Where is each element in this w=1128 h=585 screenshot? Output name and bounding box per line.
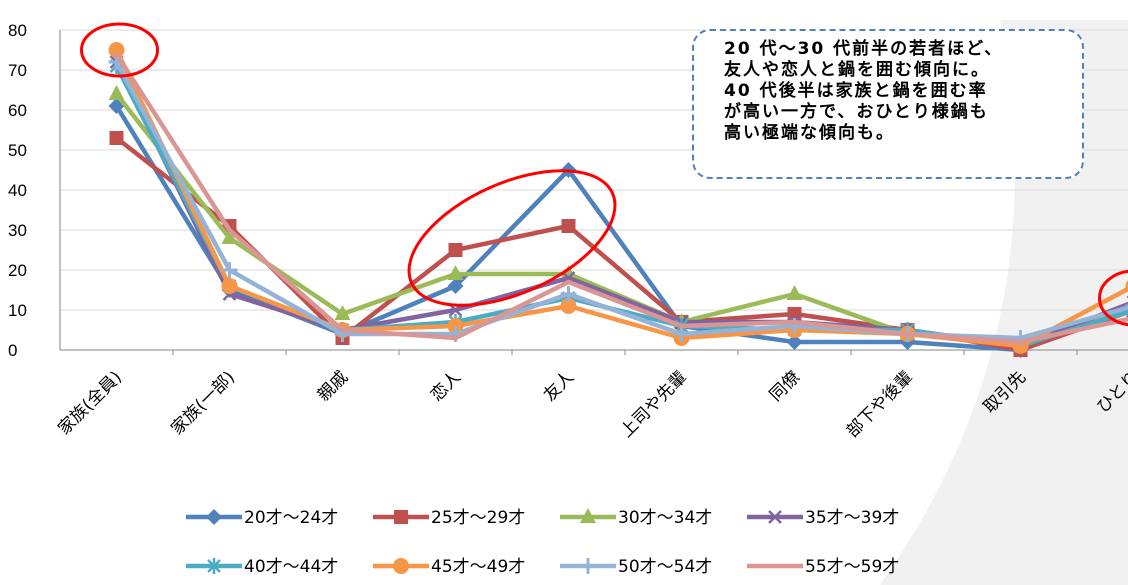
data-point xyxy=(221,278,238,294)
y-tick-label: 10 xyxy=(8,301,27,320)
data-point xyxy=(109,131,124,145)
y-tick-label: 50 xyxy=(8,141,27,160)
legend-label: 35才～39才 xyxy=(805,508,899,528)
data-point xyxy=(560,298,577,314)
x-tick-label: 恋人 xyxy=(426,367,465,406)
gridlines xyxy=(60,29,1128,311)
data-point xyxy=(580,558,596,574)
y-tick-label: 0 xyxy=(8,341,17,360)
data-point xyxy=(207,558,221,574)
series-lines xyxy=(108,42,1128,358)
y-tick-label: 60 xyxy=(8,101,27,120)
legend-item: 40才～44才 xyxy=(186,557,338,577)
data-point xyxy=(221,229,238,244)
legend-label: 55才～59才 xyxy=(805,557,899,577)
data-point xyxy=(447,265,464,280)
legend-item: 20才～24才 xyxy=(186,508,338,528)
legend-item: 55才～59才 xyxy=(747,557,899,577)
data-point xyxy=(560,286,577,302)
data-point xyxy=(786,334,803,350)
data-point xyxy=(1125,280,1128,292)
y-axis: 0 10 20 30 40 50 60 70 80 xyxy=(8,21,61,360)
x-tick-label: 部下や後輩 xyxy=(843,367,917,441)
y-tick-label: 70 xyxy=(8,61,27,80)
annotation-line: 40 代後半は家族と鍋を囲む率 xyxy=(724,81,988,101)
x-tick-label: 同僚 xyxy=(766,367,804,405)
annotation-callout: 20 代～30 代前半の若者ほど、 友人や恋人と鍋を囲む傾向に。 40 代後半は… xyxy=(692,29,1084,179)
data-point xyxy=(447,278,464,294)
data-point xyxy=(394,510,408,524)
legend-item: 30才～34才 xyxy=(560,508,712,528)
x-tick-label: 上司や先輩 xyxy=(617,367,691,441)
legend-item: 50才～54才 xyxy=(560,557,712,577)
highlight-ellipse xyxy=(407,169,617,307)
highlight-ellipse xyxy=(80,22,159,78)
data-point xyxy=(580,508,596,523)
data-point xyxy=(206,509,222,525)
legend-item: 35才～39才 xyxy=(747,508,899,528)
data-point xyxy=(448,243,463,257)
data-point xyxy=(560,265,577,280)
legend-label: 40才～44才 xyxy=(244,557,338,577)
legend: 20才～24才 25才～29才 30才～34才 35才～39才 40才～44才 45才～4… xyxy=(186,508,899,577)
annotation-line: 高い極端な傾向も。 xyxy=(724,123,895,143)
legend-label: 45才～49才 xyxy=(431,557,525,577)
x-tick-label: 親戚 xyxy=(314,367,352,405)
legend-label: 30才～34才 xyxy=(618,508,712,528)
annotation-line: 20 代～30 代前半の若者ほど、 xyxy=(724,39,1004,59)
annotation-line: 友人や恋人と鍋を囲む傾向に。 xyxy=(724,60,990,80)
highlight-ellipse xyxy=(1098,269,1128,327)
data-point xyxy=(334,305,351,320)
data-point xyxy=(561,219,576,233)
y-tick-label: 20 xyxy=(8,261,27,280)
series xyxy=(114,51,1128,345)
data-point xyxy=(108,42,125,58)
series-line xyxy=(114,51,1128,345)
data-point xyxy=(768,510,782,524)
x-tick-label: 友人 xyxy=(540,367,578,405)
y-tick-label: 30 xyxy=(8,221,27,240)
data-point xyxy=(393,558,409,574)
data-point xyxy=(108,85,125,100)
data-point xyxy=(786,285,803,300)
y-tick-label: 80 xyxy=(8,21,27,40)
data-point xyxy=(221,262,238,278)
legend-label: 50才～54才 xyxy=(618,557,712,577)
data-point xyxy=(673,326,690,342)
x-tick-label: 家族(一部) xyxy=(167,367,239,439)
legend-item: 45才～49才 xyxy=(373,557,525,577)
legend-label: 20才～24才 xyxy=(244,508,338,528)
x-tick-label: 家族(全員) xyxy=(54,367,126,439)
highlight-ellipses xyxy=(80,22,1128,327)
legend-label: 25才～29才 xyxy=(431,508,525,528)
y-tick-label: 40 xyxy=(8,181,27,200)
legend-item: 25才～29才 xyxy=(373,508,525,528)
annotation-line: が高い一方で、おひとり様鍋も xyxy=(724,102,989,122)
